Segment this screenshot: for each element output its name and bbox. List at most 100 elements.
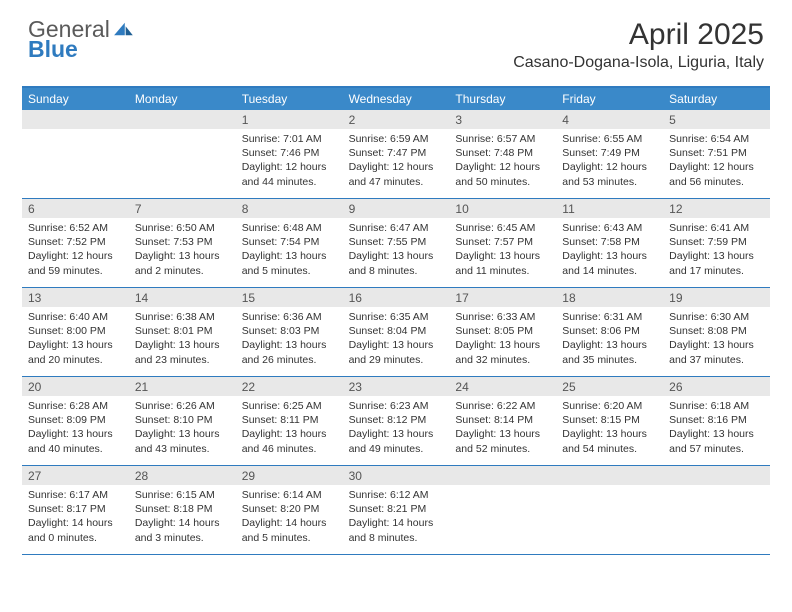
header: GeneralBlue April 2025 Casano-Dogana-Iso…	[0, 0, 792, 78]
title-block: April 2025 Casano-Dogana-Isola, Liguria,…	[513, 18, 764, 72]
date-number: 30	[343, 466, 450, 485]
day-info: Sunrise: 6:35 AMSunset: 8:04 PMDaylight:…	[343, 307, 450, 367]
day-info: Sunrise: 6:47 AMSunset: 7:55 PMDaylight:…	[343, 218, 450, 278]
date-number: 21	[129, 377, 236, 396]
calendar-cell: 17Sunrise: 6:33 AMSunset: 8:05 PMDayligh…	[449, 288, 556, 376]
calendar-cell: 8Sunrise: 6:48 AMSunset: 7:54 PMDaylight…	[236, 199, 343, 287]
calendar-cell: 3Sunrise: 6:57 AMSunset: 7:48 PMDaylight…	[449, 110, 556, 198]
calendar-cell: 1Sunrise: 7:01 AMSunset: 7:46 PMDaylight…	[236, 110, 343, 198]
calendar-cell: 7Sunrise: 6:50 AMSunset: 7:53 PMDaylight…	[129, 199, 236, 287]
day-label: Thursday	[449, 88, 556, 110]
date-number: 15	[236, 288, 343, 307]
calendar-cell: 20Sunrise: 6:28 AMSunset: 8:09 PMDayligh…	[22, 377, 129, 465]
calendar: SundayMondayTuesdayWednesdayThursdayFrid…	[22, 86, 770, 555]
calendar-cell: 23Sunrise: 6:23 AMSunset: 8:12 PMDayligh…	[343, 377, 450, 465]
date-number	[22, 110, 129, 129]
date-number: 9	[343, 199, 450, 218]
calendar-cell: 29Sunrise: 6:14 AMSunset: 8:20 PMDayligh…	[236, 466, 343, 554]
calendar-cell: 11Sunrise: 6:43 AMSunset: 7:58 PMDayligh…	[556, 199, 663, 287]
date-number: 24	[449, 377, 556, 396]
calendar-cell: 28Sunrise: 6:15 AMSunset: 8:18 PMDayligh…	[129, 466, 236, 554]
day-label: Sunday	[22, 88, 129, 110]
day-info: Sunrise: 6:26 AMSunset: 8:10 PMDaylight:…	[129, 396, 236, 456]
day-info: Sunrise: 7:01 AMSunset: 7:46 PMDaylight:…	[236, 129, 343, 189]
date-number: 2	[343, 110, 450, 129]
calendar-cell: 13Sunrise: 6:40 AMSunset: 8:00 PMDayligh…	[22, 288, 129, 376]
day-info: Sunrise: 6:17 AMSunset: 8:17 PMDaylight:…	[22, 485, 129, 545]
calendar-week: 20Sunrise: 6:28 AMSunset: 8:09 PMDayligh…	[22, 377, 770, 466]
calendar-week: 6Sunrise: 6:52 AMSunset: 7:52 PMDaylight…	[22, 199, 770, 288]
day-info: Sunrise: 6:50 AMSunset: 7:53 PMDaylight:…	[129, 218, 236, 278]
day-label: Saturday	[663, 88, 770, 110]
calendar-week: 27Sunrise: 6:17 AMSunset: 8:17 PMDayligh…	[22, 466, 770, 555]
calendar-cell: 25Sunrise: 6:20 AMSunset: 8:15 PMDayligh…	[556, 377, 663, 465]
date-number: 20	[22, 377, 129, 396]
date-number: 26	[663, 377, 770, 396]
date-number: 17	[449, 288, 556, 307]
date-number	[663, 466, 770, 485]
date-number: 28	[129, 466, 236, 485]
calendar-cell: 9Sunrise: 6:47 AMSunset: 7:55 PMDaylight…	[343, 199, 450, 287]
day-info: Sunrise: 6:14 AMSunset: 8:20 PMDaylight:…	[236, 485, 343, 545]
date-number: 27	[22, 466, 129, 485]
page-title: April 2025	[513, 18, 764, 52]
day-info: Sunrise: 6:36 AMSunset: 8:03 PMDaylight:…	[236, 307, 343, 367]
calendar-cell: 12Sunrise: 6:41 AMSunset: 7:59 PMDayligh…	[663, 199, 770, 287]
day-info: Sunrise: 6:28 AMSunset: 8:09 PMDaylight:…	[22, 396, 129, 456]
date-number	[449, 466, 556, 485]
calendar-cell: 30Sunrise: 6:12 AMSunset: 8:21 PMDayligh…	[343, 466, 450, 554]
day-info: Sunrise: 6:52 AMSunset: 7:52 PMDaylight:…	[22, 218, 129, 278]
day-info: Sunrise: 6:25 AMSunset: 8:11 PMDaylight:…	[236, 396, 343, 456]
day-info: Sunrise: 6:12 AMSunset: 8:21 PMDaylight:…	[343, 485, 450, 545]
calendar-cell: 27Sunrise: 6:17 AMSunset: 8:17 PMDayligh…	[22, 466, 129, 554]
date-number: 16	[343, 288, 450, 307]
date-number: 5	[663, 110, 770, 129]
day-info: Sunrise: 6:40 AMSunset: 8:00 PMDaylight:…	[22, 307, 129, 367]
date-number: 8	[236, 199, 343, 218]
date-number: 6	[22, 199, 129, 218]
date-number: 12	[663, 199, 770, 218]
day-label: Friday	[556, 88, 663, 110]
day-info: Sunrise: 6:20 AMSunset: 8:15 PMDaylight:…	[556, 396, 663, 456]
date-number	[556, 466, 663, 485]
calendar-cell	[129, 110, 236, 198]
calendar-cell: 14Sunrise: 6:38 AMSunset: 8:01 PMDayligh…	[129, 288, 236, 376]
calendar-cell: 21Sunrise: 6:26 AMSunset: 8:10 PMDayligh…	[129, 377, 236, 465]
day-info: Sunrise: 6:23 AMSunset: 8:12 PMDaylight:…	[343, 396, 450, 456]
date-number: 10	[449, 199, 556, 218]
date-number: 1	[236, 110, 343, 129]
day-info: Sunrise: 6:48 AMSunset: 7:54 PMDaylight:…	[236, 218, 343, 278]
calendar-cell: 4Sunrise: 6:55 AMSunset: 7:49 PMDaylight…	[556, 110, 663, 198]
date-number: 4	[556, 110, 663, 129]
date-number: 23	[343, 377, 450, 396]
calendar-cell	[556, 466, 663, 554]
day-info: Sunrise: 6:30 AMSunset: 8:08 PMDaylight:…	[663, 307, 770, 367]
date-number: 3	[449, 110, 556, 129]
day-info: Sunrise: 6:15 AMSunset: 8:18 PMDaylight:…	[129, 485, 236, 545]
calendar-cell: 15Sunrise: 6:36 AMSunset: 8:03 PMDayligh…	[236, 288, 343, 376]
day-label: Tuesday	[236, 88, 343, 110]
calendar-cell: 18Sunrise: 6:31 AMSunset: 8:06 PMDayligh…	[556, 288, 663, 376]
calendar-cell: 24Sunrise: 6:22 AMSunset: 8:14 PMDayligh…	[449, 377, 556, 465]
day-info: Sunrise: 6:38 AMSunset: 8:01 PMDaylight:…	[129, 307, 236, 367]
day-info: Sunrise: 6:22 AMSunset: 8:14 PMDaylight:…	[449, 396, 556, 456]
day-info: Sunrise: 6:55 AMSunset: 7:49 PMDaylight:…	[556, 129, 663, 189]
day-info: Sunrise: 6:33 AMSunset: 8:05 PMDaylight:…	[449, 307, 556, 367]
day-info: Sunrise: 6:45 AMSunset: 7:57 PMDaylight:…	[449, 218, 556, 278]
day-info: Sunrise: 6:43 AMSunset: 7:58 PMDaylight:…	[556, 218, 663, 278]
calendar-cell: 6Sunrise: 6:52 AMSunset: 7:52 PMDaylight…	[22, 199, 129, 287]
day-info: Sunrise: 6:59 AMSunset: 7:47 PMDaylight:…	[343, 129, 450, 189]
calendar-cell: 5Sunrise: 6:54 AMSunset: 7:51 PMDaylight…	[663, 110, 770, 198]
calendar-cell: 19Sunrise: 6:30 AMSunset: 8:08 PMDayligh…	[663, 288, 770, 376]
date-number: 7	[129, 199, 236, 218]
calendar-cell: 10Sunrise: 6:45 AMSunset: 7:57 PMDayligh…	[449, 199, 556, 287]
calendar-cell	[22, 110, 129, 198]
date-number: 11	[556, 199, 663, 218]
calendar-cell: 26Sunrise: 6:18 AMSunset: 8:16 PMDayligh…	[663, 377, 770, 465]
day-label: Monday	[129, 88, 236, 110]
day-info: Sunrise: 6:57 AMSunset: 7:48 PMDaylight:…	[449, 129, 556, 189]
day-info: Sunrise: 6:41 AMSunset: 7:59 PMDaylight:…	[663, 218, 770, 278]
logo: GeneralBlue	[28, 18, 134, 61]
calendar-cell	[663, 466, 770, 554]
calendar-cell: 2Sunrise: 6:59 AMSunset: 7:47 PMDaylight…	[343, 110, 450, 198]
